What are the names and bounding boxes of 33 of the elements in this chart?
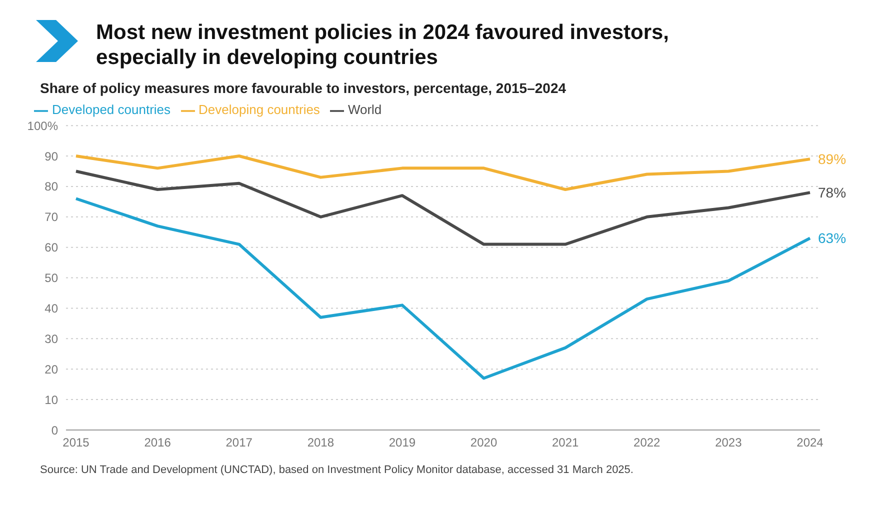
data-label: 89% <box>818 151 846 168</box>
legend-label: Developing countries <box>198 102 320 117</box>
legend-label: World <box>348 102 382 117</box>
y-tick-label: 20 <box>44 362 58 376</box>
y-tick-label: 90 <box>44 149 58 164</box>
line-series <box>74 197 812 380</box>
y-tick-label: 70 <box>44 210 58 224</box>
legend-label: Developed countries <box>52 102 171 117</box>
y-tick-label: 80 <box>44 180 58 194</box>
chart-title: Most new investment policies in 2024 favoured investors, especially in developing countries <box>96 20 670 70</box>
data-label: 78% <box>818 184 846 201</box>
source-note: Source: UN Trade and Development (UNCTAD), based on Investment Policy Monitor database, accessed 31 March 2025. <box>40 464 634 476</box>
x-tick-label: 2018 <box>307 436 334 450</box>
x-tick-label: 2023 <box>715 436 742 450</box>
line-series <box>74 170 812 246</box>
y-tick-label: 30 <box>44 332 58 346</box>
y-tick-label: 60 <box>44 240 58 255</box>
y-tick-label: 10 <box>44 392 58 407</box>
x-tick-label: 2021 <box>552 436 580 450</box>
y-tick-label: 100% <box>27 118 58 133</box>
y-tick-label: 0 <box>51 423 58 438</box>
line-series <box>74 154 812 191</box>
y-tick-label: 50 <box>44 271 58 286</box>
x-tick-label: 2022 <box>634 436 661 450</box>
chart-subtitle: Share of policy measures more favourable to investors, percentage, 2015–2024 <box>40 80 568 96</box>
x-tick-label: 2017 <box>226 436 253 450</box>
x-tick-label: 2020 <box>470 436 498 450</box>
x-tick-label: 2015 <box>62 436 90 450</box>
data-label: 63% <box>818 230 846 246</box>
x-tick-label: 2016 <box>144 436 172 450</box>
x-tick-label: 2019 <box>388 436 416 450</box>
y-tick-label: 40 <box>44 301 58 316</box>
x-tick-label: 2024 <box>796 436 824 450</box>
